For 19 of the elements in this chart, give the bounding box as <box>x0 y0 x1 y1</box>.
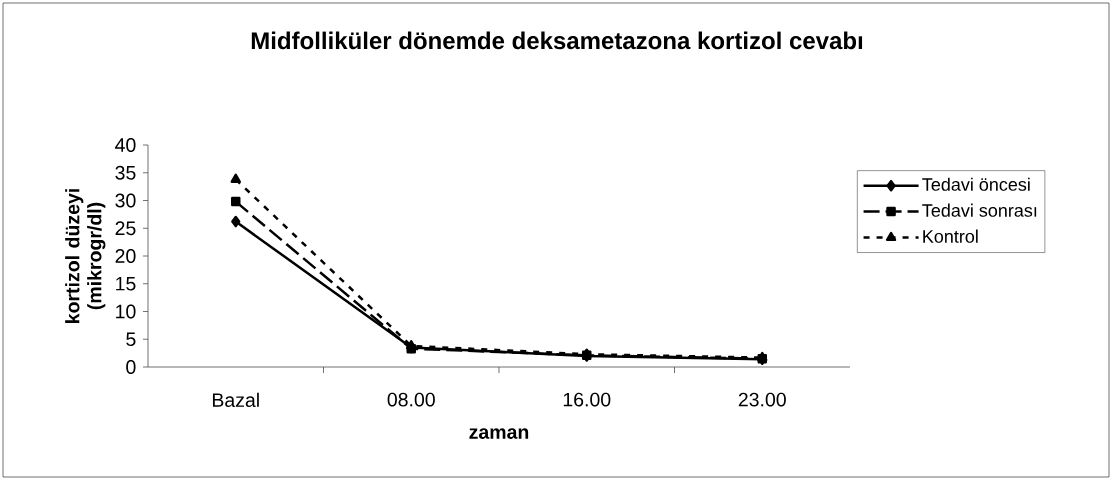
y-tick-label: 25 <box>115 221 136 236</box>
y-tick-label: 0 <box>126 360 136 374</box>
y-tick-label: 20 <box>115 249 136 263</box>
y-tick-label: 10 <box>116 304 136 319</box>
x-tick-label: 16.00 <box>563 392 611 407</box>
y-tick-label: 35 <box>115 165 136 180</box>
y-tick-label: 5 <box>126 332 136 347</box>
x-tick-label: Bazal <box>212 392 259 408</box>
legend-label: Kontrol <box>923 229 978 243</box>
y-tick-label: 40 <box>115 138 136 152</box>
x-tick-label: 23.00 <box>738 392 786 407</box>
y-tick-label: 30 <box>115 193 136 208</box>
legend-label: Tedavi öncesi <box>922 177 1030 191</box>
x-tick-label: 08.00 <box>387 392 435 407</box>
y-tick-label: 15 <box>116 276 136 291</box>
x-axis-title: zaman <box>469 428 529 439</box>
chart-title: Midfolliküler dönemde deksametazona kortizol cevabı <box>251 31 863 50</box>
y-axis-title: kortizol düzeyi (mikrogr/dl) <box>65 189 106 323</box>
legend-label: Tedavi sonrası <box>922 203 1037 217</box>
